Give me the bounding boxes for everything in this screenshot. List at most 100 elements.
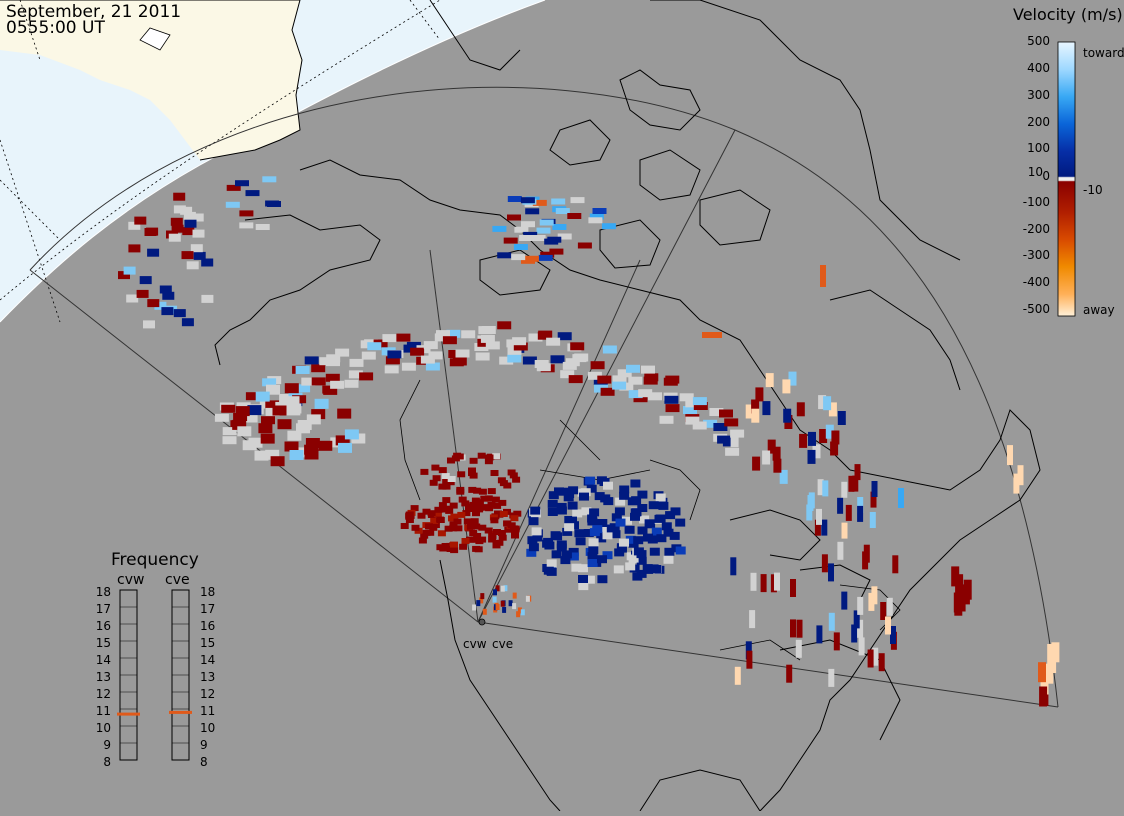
scatter-cell [565,358,580,367]
scatter-cell [146,227,159,236]
scatter-cell [431,464,440,471]
scatter-cell [828,402,837,417]
scatter-cell [806,504,813,521]
scatter-cell [630,512,640,521]
scatter-cell [304,449,319,460]
scatter-cell [857,497,864,513]
scatter-cell [147,299,160,308]
scatter-cell [429,524,438,531]
scatter-cell [427,510,436,517]
scatter-cell [478,488,487,495]
scatter-cell [147,248,160,257]
scatter-cell [420,355,435,364]
scatter-cell [384,365,399,374]
velocity-scale-title: Velocity (m/s) [1013,5,1123,24]
scatter-cell [186,261,199,270]
scatter-cell [630,479,641,488]
scatter-cell [245,190,260,197]
scatter-cell [469,530,478,536]
scatter-cell [287,403,302,414]
scatter-cell [730,433,739,448]
scatter-cell [597,555,607,564]
scatter-cell [589,528,600,537]
scatter-cell [790,619,796,638]
scatter-cell [630,508,641,517]
scatter-cell [495,511,504,518]
scatter-cell [1007,445,1013,466]
scatter-cell [118,271,130,280]
scatter-cell [663,555,674,564]
scatter-cell [406,341,421,350]
scatter-cell [520,609,525,616]
scatter-cell [1038,662,1046,683]
scatter-cell [577,242,592,249]
scatter-cell [552,532,563,541]
scatter-cell [713,423,728,431]
velocity-gradient-bar [1057,41,1076,317]
scatter-cell [480,495,489,502]
scatter-cell [703,419,718,428]
scatter-cell [602,531,613,540]
scatter-cell [248,437,263,448]
scatter-cell [429,479,438,486]
scatter-cell [617,369,632,378]
scatter-cell [457,511,466,518]
scatter-cell [285,396,300,405]
velocity-tick-label: 500 [1027,34,1050,48]
scatter-cell [183,211,196,220]
scatter-cell [749,610,756,629]
scatter-cell [589,508,600,517]
scatter-cell [625,535,636,544]
scatter-cell [531,527,542,536]
velocity-tick-label: -400 [1023,275,1050,289]
scatter-cell [597,375,612,384]
scatter-cell [828,563,834,582]
scatter-cell [586,484,597,493]
scatter-cell [476,600,481,607]
scatter-cell [266,384,280,395]
scatter-cell [779,469,788,484]
scatter-cell [338,442,352,453]
scatter-cell [762,450,771,465]
scatter-cell [644,519,655,528]
scatter-cell [509,472,518,479]
scatter-cell [454,525,463,532]
scatter-cell [788,371,797,386]
scatter-cell [570,342,585,351]
scatter-cell [247,405,262,416]
scatter-cell [886,597,893,616]
scatter-cell [543,537,554,546]
scatter-cell [628,554,639,563]
scatter-cell [417,512,426,519]
scatter-cell [468,486,477,493]
scatter-cell [237,426,252,437]
scatter-cell [603,481,613,490]
scatter-cell [898,488,904,508]
scatter-cell [837,541,844,560]
scatter-cell [507,214,521,221]
scatter-cell [596,534,607,543]
frequency-scale-label-right: 11 [200,704,215,718]
scatter-cell [556,502,567,511]
frequency-marker-cvw [117,712,140,716]
scatter-cell [663,528,674,537]
scatter-cell [495,585,500,592]
scatter-cell [526,548,537,557]
frequency-scale-label-right: 10 [200,721,215,735]
scatter-cell [746,650,753,669]
scatter-cell [765,373,774,388]
scatter-cell [615,518,626,527]
frequency-scale-label-left: 10 [96,721,111,735]
scatter-cell [190,244,203,253]
scatter-cell [500,585,505,592]
scatter-cell [262,378,277,387]
scatter-cell [637,526,648,535]
scatter-cell [655,493,666,502]
scatter-cell [536,363,551,372]
frequency-scale-label-left: 18 [96,585,111,599]
toward-label: toward [1083,46,1124,60]
scatter-cell [648,501,659,510]
velocity-tick-label: 0 [1042,169,1050,183]
scatter-cell [322,385,337,394]
frequency-title: Frequency [111,550,199,570]
